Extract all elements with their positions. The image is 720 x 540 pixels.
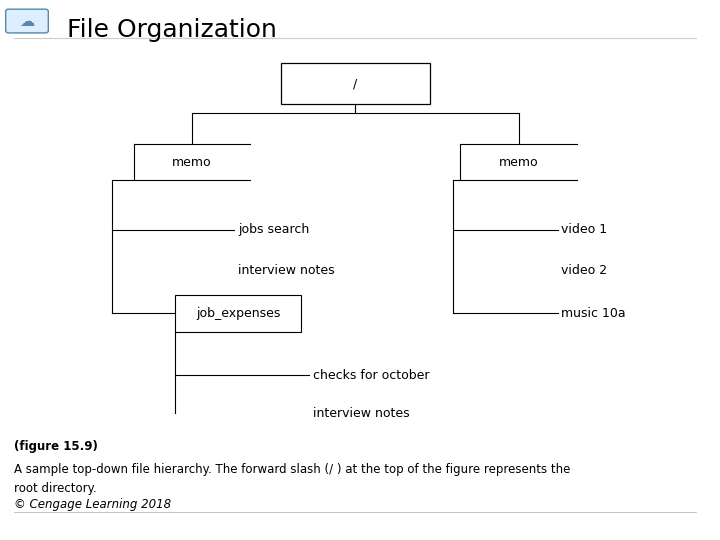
Text: © Cengage Learning 2018: © Cengage Learning 2018 — [14, 498, 171, 511]
FancyBboxPatch shape — [176, 295, 300, 332]
Text: job_expenses: job_expenses — [196, 307, 280, 320]
Text: File Organization: File Organization — [68, 18, 277, 42]
Text: interview notes: interview notes — [312, 407, 409, 420]
Text: A sample top-down file hierarchy. The forward slash (/ ) at the top of the figur: A sample top-down file hierarchy. The fo… — [14, 463, 570, 476]
Text: video 1: video 1 — [562, 223, 608, 236]
Text: memo: memo — [172, 156, 212, 168]
Text: /: / — [353, 77, 357, 90]
Text: root directory.: root directory. — [14, 482, 97, 495]
Text: jobs search: jobs search — [238, 223, 310, 236]
Text: checks for october: checks for october — [312, 369, 429, 382]
Text: ☁: ☁ — [19, 14, 35, 29]
FancyBboxPatch shape — [6, 9, 48, 33]
Text: interview notes: interview notes — [238, 264, 335, 276]
Text: (figure 15.9): (figure 15.9) — [14, 440, 98, 453]
Text: music 10a: music 10a — [562, 307, 626, 320]
FancyBboxPatch shape — [281, 63, 430, 104]
Text: video 2: video 2 — [562, 264, 608, 276]
Text: memo: memo — [499, 156, 539, 168]
